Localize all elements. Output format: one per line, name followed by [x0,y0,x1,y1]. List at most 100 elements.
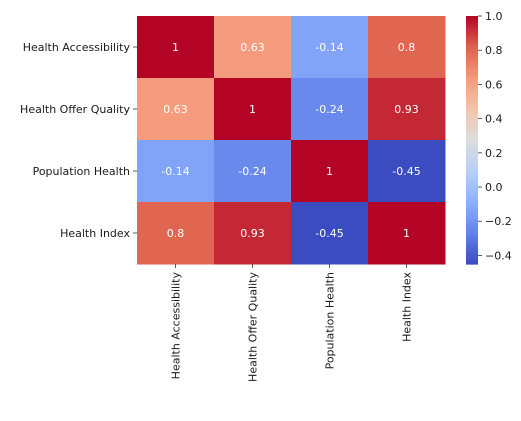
colorbar-segment [466,222,478,226]
heatmap-cell [214,202,292,265]
colorbar-segment [466,212,478,215]
colorbar-segment [466,65,478,69]
colorbar-segment [466,51,478,54]
colorbar-segment [466,179,478,182]
cell-value-label: -0.45 [315,227,343,240]
colorbar-segment [466,133,478,137]
heatmap-cell [368,78,446,141]
colorbar-segment [466,24,478,27]
colorbar-segment [466,80,478,83]
colorbar-segment [466,241,478,244]
heatmap-cell [137,78,215,141]
colorbar-segment [466,90,478,94]
y-axis: Health Accessibility Health Offer Quality… [20,41,137,240]
colorbar-segment [466,228,478,232]
colorbar-segment [466,113,478,116]
cell-value-label: -0.45 [392,165,420,178]
heatmap-cell [214,140,292,203]
heatmap-cell [137,140,215,203]
colorbar-segment [466,224,478,228]
colorbar-segment [466,237,478,240]
colorbar-segment [466,185,478,189]
heatmap-cells [137,16,446,265]
colorbar-tick-label: 1.0 [485,10,503,23]
colorbar-segment [466,86,478,89]
colorbar-segment [466,67,478,71]
colorbar-segment [466,243,478,246]
cell-value-label: 0.63 [163,103,188,116]
cell-value-label: 0.8 [167,227,185,240]
colorbar-segment [466,125,478,129]
colorbar-tick-label: 0.6 [485,78,503,91]
colorbar-segment [466,146,478,149]
colorbar-segment [466,171,478,174]
y-tick-label: Health Offer Quality [20,103,130,116]
colorbar-segment [466,202,478,205]
colorbar-segment [466,144,478,147]
heatmap-cell [291,78,369,141]
colorbar-segment [466,40,478,44]
colorbar-segment [466,150,478,153]
heatmap-cell [368,202,446,265]
colorbar-segment [466,78,478,81]
colorbar-segment [466,109,478,112]
colorbar-segment [466,142,478,145]
colorbar-segment [466,59,478,63]
colorbar-tick-label: 0.2 [485,147,503,160]
colorbar-segment [466,18,478,21]
colorbar-segment [466,69,478,73]
colorbar-tick-label: 0.0 [485,181,503,194]
cell-value-label: -0.14 [315,41,343,54]
heatmap-cell [137,16,215,79]
colorbar-segment [466,216,478,220]
colorbar-segment [466,127,478,131]
cell-value-label: 1 [403,227,410,240]
x-tick-label: Health Offer Quality [247,272,260,382]
cell-value-label: 1 [172,41,179,54]
cell-value-label: -0.24 [315,103,343,116]
colorbar-segment [466,251,478,255]
heatmap-cell [291,140,369,203]
colorbar-segment [466,140,478,143]
heatmap-cell [214,16,292,79]
colorbar-segment [466,121,478,125]
heatmap-cell [291,202,369,265]
cell-value-label: 1 [326,165,333,178]
colorbar-segment [466,22,478,25]
colorbar-segment [466,47,478,50]
colorbar-segment [466,183,478,187]
colorbar-tick-label: 0.4 [485,113,503,126]
colorbar-segment [466,193,478,197]
colorbar-segment [466,208,478,211]
colorbar-segment [466,131,478,135]
colorbar-segment [466,220,478,224]
colorbar-segment [466,226,478,230]
colorbar-segment [466,154,478,158]
cell-value-label: -0.14 [161,165,189,178]
colorbar-segment [466,173,478,176]
colorbar-segment [466,261,478,265]
colorbar-tick-label: −0.2 [485,215,512,228]
colorbar-segment [466,82,478,85]
colorbar-segment [466,158,478,162]
colorbar-segment [466,115,478,118]
colorbar-segment [466,218,478,222]
cell-value-label: 1 [249,103,256,116]
colorbar-segment [466,156,478,160]
colorbar-segment [466,259,478,263]
x-tick-label: Population Health [324,272,337,369]
colorbar-segment [466,189,478,193]
heatmap-cell [137,202,215,265]
colorbar-segment [466,61,478,65]
colorbar-segment [466,75,478,79]
cell-value-label: 0.93 [394,103,419,116]
cell-value-label: -0.24 [238,165,266,178]
colorbar-segment [466,187,478,191]
colorbar-segment [466,152,478,156]
colorbar-segment [466,230,478,234]
x-axis: Health Accessibility Health Offer Quality… [170,264,414,382]
cell-value-label: 0.63 [240,41,265,54]
colorbar-segment [466,102,478,106]
x-tick-label: Health Index [401,272,414,342]
